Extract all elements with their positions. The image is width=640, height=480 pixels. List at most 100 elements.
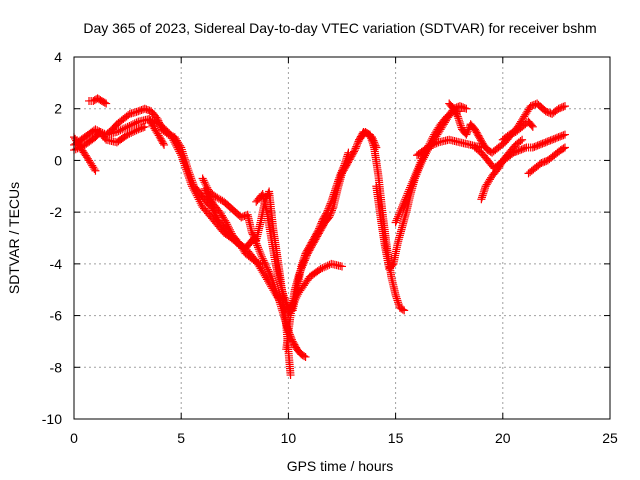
data-point-fill bbox=[148, 121, 157, 130]
data-point-fill bbox=[263, 265, 272, 274]
data-point-fill bbox=[324, 204, 333, 213]
plot-frame bbox=[73, 56, 611, 420]
data-point-fill bbox=[265, 269, 274, 278]
data-point-fill bbox=[128, 127, 137, 136]
data-point-fill bbox=[400, 197, 409, 206]
data-point-fill bbox=[120, 124, 129, 133]
data-point-fill bbox=[388, 261, 397, 270]
data-point-fill bbox=[520, 144, 529, 153]
data-point-fill bbox=[392, 216, 401, 225]
data-point-fill bbox=[368, 137, 377, 146]
data-point-fill bbox=[187, 176, 196, 185]
data-point-fill bbox=[323, 206, 332, 215]
data-point-fill bbox=[367, 134, 376, 143]
data-point-fill bbox=[407, 179, 416, 188]
series-track-16 bbox=[445, 99, 569, 157]
data-point-fill bbox=[368, 139, 377, 148]
data-point bbox=[280, 293, 289, 302]
data-point-fill bbox=[398, 305, 407, 314]
data-point-fill bbox=[297, 260, 306, 269]
y-tick-label: 0 bbox=[54, 152, 62, 168]
data-point-fill bbox=[253, 243, 262, 252]
data-point-fill bbox=[116, 126, 125, 135]
data-point-fill bbox=[300, 253, 309, 262]
data-point-fill bbox=[402, 193, 411, 202]
data-point-fill bbox=[332, 181, 341, 190]
data-point-fill bbox=[327, 195, 336, 204]
data-point-fill bbox=[422, 144, 431, 153]
data-point bbox=[335, 171, 344, 180]
data-point-fill bbox=[188, 178, 197, 187]
data-point bbox=[183, 164, 192, 173]
series-track-18 bbox=[477, 135, 527, 204]
data-point-fill bbox=[429, 132, 438, 141]
data-point-fill bbox=[225, 225, 234, 234]
data-point-fill bbox=[432, 139, 441, 148]
data-point-fill bbox=[427, 141, 436, 150]
data-point-fill bbox=[323, 261, 332, 270]
data-point-fill bbox=[403, 189, 412, 198]
data-point-fill bbox=[124, 111, 133, 120]
data-point-fill bbox=[139, 123, 148, 132]
y-axis-label: SDTVAR / TECUs bbox=[6, 182, 22, 294]
data-point-fill bbox=[330, 186, 339, 195]
data-point-fill bbox=[300, 251, 309, 260]
y-tick-labels: -10 -8 -6 -4 -2 0 2 4 bbox=[42, 49, 62, 427]
data-point-fill bbox=[264, 267, 273, 276]
data-point-fill bbox=[315, 224, 324, 233]
data-point-fill bbox=[224, 224, 233, 233]
x-tick-label: 10 bbox=[281, 430, 297, 446]
data-point-fill bbox=[353, 140, 362, 149]
data-point-fill bbox=[394, 300, 403, 309]
data-point-fill bbox=[411, 170, 420, 179]
data-point-fill bbox=[317, 219, 326, 228]
axis-ticks bbox=[73, 56, 611, 420]
data-point bbox=[417, 156, 426, 165]
series-track-8 bbox=[200, 184, 269, 268]
data-point-fill bbox=[114, 127, 123, 136]
data-point-fill bbox=[338, 166, 346, 175]
x-tick-labels: 0 5 10 15 20 25 bbox=[70, 430, 618, 446]
data-point-fill bbox=[352, 142, 361, 151]
data-point bbox=[153, 115, 162, 124]
data-point-fill bbox=[270, 282, 279, 291]
data-point-fill bbox=[269, 280, 278, 289]
data-point bbox=[404, 187, 413, 196]
data-point-fill bbox=[559, 131, 568, 140]
data-point-fill bbox=[341, 156, 350, 165]
data-point-fill bbox=[339, 163, 348, 172]
data-point bbox=[140, 122, 149, 131]
data-point-fill bbox=[413, 166, 422, 175]
data-point-fill bbox=[428, 134, 437, 143]
series-track-1 bbox=[70, 115, 346, 317]
data-point-fill bbox=[409, 175, 418, 184]
series-track-4 bbox=[85, 94, 111, 108]
data-point-fill bbox=[454, 114, 463, 123]
data-point-fill bbox=[425, 142, 434, 151]
data-point bbox=[222, 218, 231, 227]
data-point bbox=[410, 171, 419, 180]
data-point-fill bbox=[393, 214, 402, 223]
series-track-14 bbox=[391, 107, 464, 227]
data-point-fill bbox=[334, 177, 343, 186]
data-point-fill bbox=[254, 245, 263, 254]
data-point-fill bbox=[329, 192, 338, 201]
data-point-fill bbox=[329, 190, 338, 199]
data-point-fill bbox=[415, 160, 424, 169]
data-point-fill bbox=[367, 136, 376, 145]
data-point-fill bbox=[460, 104, 469, 113]
data-point bbox=[453, 112, 462, 121]
data-point-fill bbox=[325, 202, 334, 211]
data-point-fill bbox=[394, 298, 403, 307]
data-point-fill bbox=[132, 118, 141, 127]
data-point bbox=[528, 122, 537, 131]
data-point-fill bbox=[128, 120, 137, 129]
data-point-fill bbox=[127, 121, 136, 130]
data-point-fill bbox=[266, 270, 275, 279]
series-track-3 bbox=[70, 133, 100, 175]
data-point-fill bbox=[559, 144, 568, 153]
data-point-fill bbox=[412, 168, 421, 177]
x-tick-label: 5 bbox=[177, 430, 185, 446]
data-point-fill bbox=[393, 296, 402, 305]
data-point-fill bbox=[477, 193, 486, 202]
